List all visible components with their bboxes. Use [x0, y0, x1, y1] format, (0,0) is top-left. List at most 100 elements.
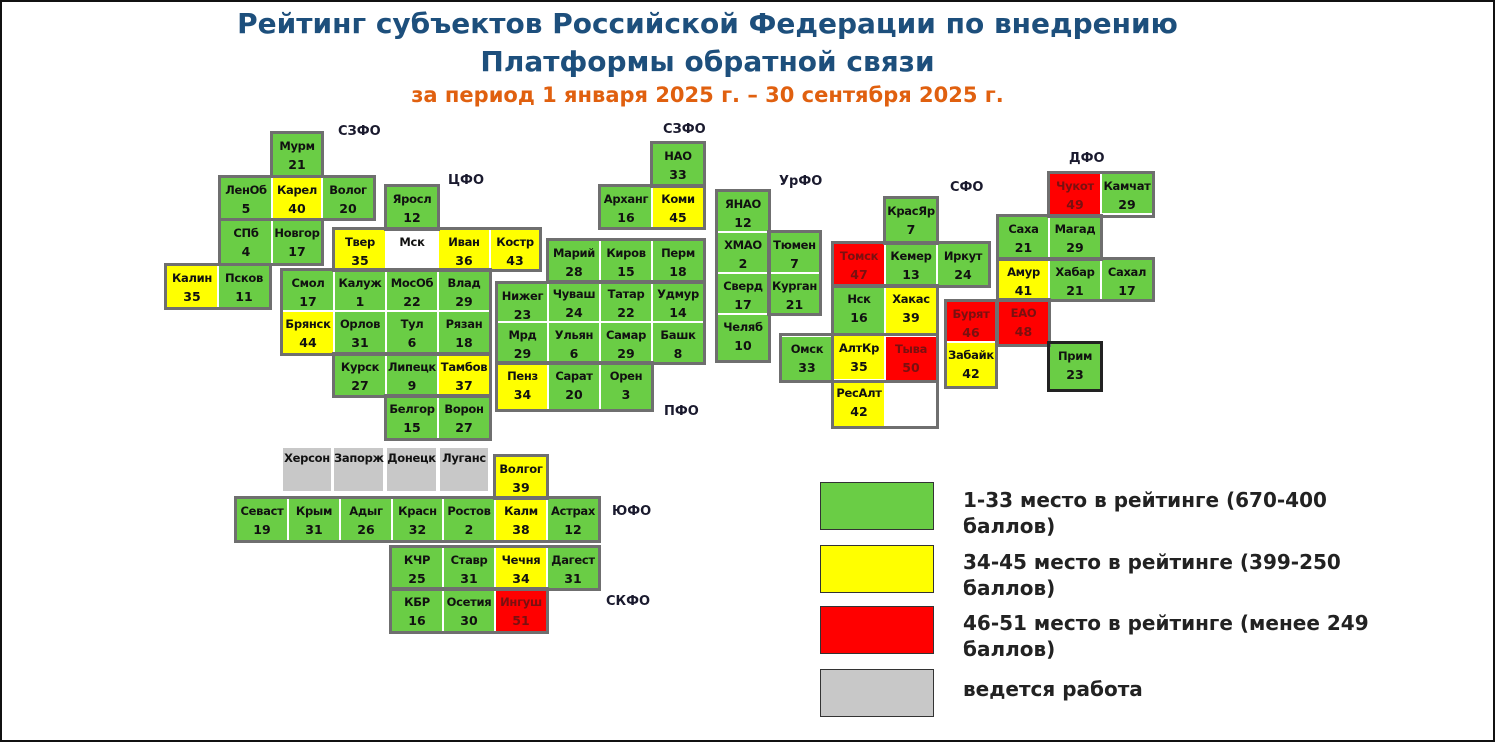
- region-rank: 29: [1118, 197, 1136, 212]
- region-name: КБР: [404, 595, 430, 609]
- region-rank: 3: [621, 387, 631, 402]
- page-title: Рейтинг субъектов Российской Федерации п…: [237, 7, 1178, 40]
- region-tile: Брянск 44: [282, 311, 334, 354]
- region-name: Калуж: [338, 276, 382, 290]
- region-name: Чуваш: [552, 287, 596, 301]
- region-rank: 4: [241, 244, 251, 259]
- region-tile: Сарат 20: [548, 363, 600, 410]
- region-tile: Коми 45: [652, 186, 704, 228]
- region-name: Магад: [1054, 222, 1096, 236]
- legend-label: ведется работа: [963, 677, 1143, 701]
- region-name: Влад: [447, 276, 481, 290]
- federal-district-label: ЮФО: [612, 504, 652, 519]
- region-tile: ХМАО 2: [717, 232, 769, 273]
- region-name: Нижег: [501, 289, 544, 303]
- page-title-line2: Платформы обратной связи: [480, 45, 935, 78]
- region-name: Мурм: [279, 139, 315, 153]
- legend-swatch-yellow: [820, 545, 934, 593]
- region-name: Брянск: [285, 317, 331, 331]
- region-tile: КЧР 25: [391, 547, 443, 589]
- region-tile: Бурят 46: [946, 301, 996, 342]
- region-rank: 36: [455, 253, 473, 268]
- region-name: Тыва: [894, 342, 928, 356]
- region-name: Ворон: [444, 402, 484, 416]
- region-tile: Мск: [386, 229, 438, 270]
- region-name: ЕАО: [1010, 306, 1037, 320]
- region-name: Кемер: [890, 249, 932, 263]
- region-rank: 29: [513, 346, 532, 361]
- region-rank: 16: [408, 613, 426, 628]
- region-rank: 12: [564, 522, 582, 537]
- region-rank: 49: [1066, 197, 1084, 212]
- region-name: Мрд: [508, 328, 537, 342]
- region-name: Ставр: [450, 553, 488, 567]
- region-rank: 38: [512, 522, 530, 537]
- region-tile: Перм 18: [652, 240, 704, 281]
- region-rank: 17: [288, 244, 306, 259]
- region-rank: 22: [617, 305, 635, 320]
- region-tile: Удмур 14: [652, 281, 704, 322]
- region-name: КЧР: [403, 553, 431, 567]
- region-tile: Курск 27: [334, 354, 386, 396]
- region-tile: Забайк 42: [946, 342, 996, 387]
- region-tile: Марий 28: [548, 240, 600, 281]
- region-rank: 8: [673, 346, 683, 361]
- region-name: Прим: [1057, 349, 1093, 363]
- region-tile: Астрах 12: [547, 498, 599, 541]
- region-rank: 35: [183, 289, 201, 304]
- region-name: АлтКр: [838, 341, 880, 355]
- region-tile: Херсон: [282, 447, 332, 492]
- region-rank: 35: [351, 253, 369, 268]
- region-name: Амур: [1007, 265, 1040, 279]
- region-name: Саха: [1008, 222, 1039, 236]
- region-name: Новгор: [274, 226, 320, 240]
- region-tile: ЛенОб 5: [220, 177, 272, 220]
- region-tile: Нижег 23: [497, 283, 548, 322]
- region-rank: 21: [785, 297, 804, 312]
- region-rank: 39: [902, 310, 920, 325]
- federal-district-label: ЦФО: [448, 173, 485, 188]
- region-tile: Луганс: [439, 447, 489, 492]
- region-name: Белгор: [389, 402, 435, 416]
- region-name: КрасЯр: [887, 204, 935, 218]
- region-name: Липецк: [388, 360, 436, 374]
- region-rank: 39: [512, 480, 530, 495]
- region-rank: 33: [798, 360, 816, 375]
- region-tile: Прим 23: [1049, 343, 1101, 390]
- region-rank: 34: [513, 387, 532, 402]
- region-rank: 20: [339, 201, 357, 216]
- region-tile: Волгог 39: [495, 456, 547, 498]
- region-tile: Татар 22: [600, 281, 652, 322]
- region-rank: 16: [617, 210, 635, 225]
- legend-swatch-grey: [820, 669, 934, 717]
- region-rank: 18: [669, 264, 687, 279]
- region-rank: 21: [1066, 283, 1084, 298]
- region-rank: 25: [408, 571, 426, 586]
- region-rank: 26: [357, 522, 375, 537]
- region-tile: Курган 21: [769, 273, 820, 314]
- region-name: Костр: [496, 235, 534, 249]
- region-name: Адыг: [349, 504, 383, 518]
- region-rank: 6: [407, 335, 417, 350]
- region-name: СПб: [233, 226, 259, 240]
- region-name: Красн: [398, 504, 437, 518]
- region-name: Ульян: [554, 328, 594, 342]
- region-tile: Осетия 30: [443, 589, 495, 632]
- region-rank: 29: [455, 294, 473, 309]
- region-rank: 21: [1014, 240, 1033, 255]
- region-tile: КрасЯр 7: [885, 198, 937, 243]
- region-tile: Севаст 19: [236, 498, 288, 541]
- region-rank: 7: [790, 256, 799, 271]
- region-name: Забайк: [948, 348, 994, 362]
- region-rank: 46: [962, 325, 980, 340]
- region-name: Камчат: [1103, 179, 1151, 193]
- region-tile: КБР 16: [391, 589, 443, 632]
- region-tile: Яросл 12: [386, 186, 438, 229]
- region-name: Мск: [399, 235, 425, 249]
- region-rank: 21: [288, 157, 306, 172]
- region-rank: 31: [564, 571, 582, 586]
- region-tile: Киров 15: [600, 240, 652, 281]
- region-rank: 42: [850, 404, 868, 419]
- region-rank: 47: [850, 267, 868, 282]
- region-name: Омск: [790, 342, 824, 356]
